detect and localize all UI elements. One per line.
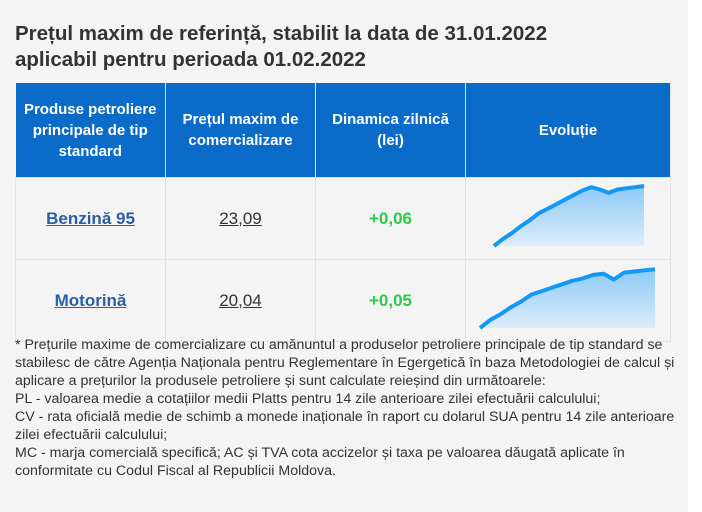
sparkline-chart: [478, 267, 656, 330]
daily-dynamic: +0,05: [368, 290, 412, 310]
footnote-paragraph: CV - rata oficială medie de schimb a mon…: [15, 409, 675, 443]
table-row: Motorină 20,04 +0,05: [15, 259, 671, 342]
sparkline-area: [494, 186, 644, 246]
footnote-paragraph: MC - marja comercială specifică; AC și T…: [15, 445, 625, 479]
product-link[interactable]: Motorină: [54, 290, 127, 310]
sparkline-chart: [492, 184, 645, 248]
page-edge: [688, 0, 702, 512]
header-product: Produse petroliere principale de tip sta…: [15, 83, 166, 178]
footnote-paragraph: * Prețurile maxime de comercializare cu …: [15, 337, 675, 389]
product-link[interactable]: Benzină 95: [46, 208, 135, 228]
daily-dynamic: +0,06: [368, 208, 412, 228]
table-row: Benzină 95 23,09 +0,06: [15, 177, 671, 260]
title-line-2: aplicabil pentru perioada 01.02.2022: [15, 48, 366, 71]
title-line-1: Prețul maxim de referință, stabilit la d…: [15, 22, 548, 45]
sparkline-line: [478, 267, 656, 330]
price-value: 20,04: [219, 290, 262, 310]
footnote: * Prețurile maxime de comercializare cu …: [15, 336, 685, 480]
table-header: Produse petroliere principale de tip sta…: [15, 83, 671, 178]
sparkline-line: [492, 184, 645, 248]
header-evolution: Evoluție: [465, 83, 671, 178]
sparkline-area: [480, 269, 655, 328]
price-table: Produse petroliere principale de tip sta…: [15, 83, 671, 342]
header-dynamic: Dinamica zilnică (lei): [315, 83, 466, 178]
footnote-paragraph: PL - valoarea medie a cotațiilor medii P…: [15, 391, 601, 407]
price-value: 23,09: [219, 208, 262, 228]
page-title: Prețul maxim de referință, stabilit la d…: [15, 21, 675, 73]
header-price: Prețul maxim de comercializare: [165, 83, 316, 178]
